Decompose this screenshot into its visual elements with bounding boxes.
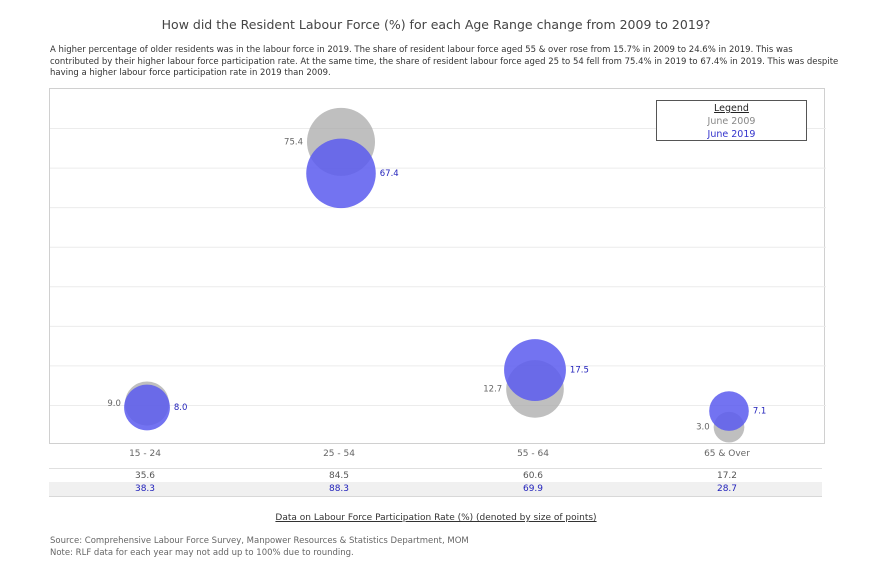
value-label-2019-25-54: 67.4	[380, 169, 399, 179]
category-label-65-over: 65 & Over	[704, 449, 750, 459]
source-note: Source: Comprehensive Labour Force Surve…	[50, 535, 469, 559]
legend-item-2019: June 2019	[707, 129, 756, 140]
rate-2009-55-64: 60.6	[522, 471, 544, 481]
rate-2009-65-over: 17.2	[716, 471, 738, 481]
category-label-25-54: 25 - 54	[323, 449, 355, 459]
legend-title: Legend	[714, 103, 749, 114]
value-label-2009-65-over: 3.0	[696, 423, 710, 433]
rounding-note: Note: RLF data for each year may not add…	[50, 548, 354, 558]
category-label-55-64: 55 - 64	[517, 449, 549, 459]
bubble-2019-15-24	[124, 384, 170, 431]
rate-2019-25-54: 88.3	[328, 484, 350, 494]
category-label-15-24: 15 - 24	[129, 449, 161, 459]
bubble-chart: 9.0 8.0 75.4 67.4 12.7 17.5 3.0 7.1	[50, 107, 826, 443]
chart-subtitle: A higher percentage of older residents w…	[50, 45, 839, 78]
table-row-2009: 35.6 84.5 60.6 17.2	[49, 468, 822, 483]
value-label-2019-15-24: 8.0	[174, 403, 188, 413]
source-line: Source: Comprehensive Labour Force Surve…	[50, 536, 469, 546]
legend: Legend June 2009 June 2019	[656, 100, 807, 141]
table-row-2019: 38.3 88.3 69.9 28.7	[49, 482, 822, 497]
chart-title: How did the Resident Labour Force (%) fo…	[161, 17, 711, 32]
value-label-2009-25-54: 75.4	[284, 137, 303, 147]
rate-2019-15-24: 38.3	[134, 484, 156, 494]
rate-2019-65-over: 28.7	[716, 484, 738, 494]
plot-area: 9.0 8.0 75.4 67.4 12.7 17.5 3.0 7.1	[49, 88, 826, 444]
rate-2009-15-24: 35.6	[134, 471, 156, 481]
bubble-2019-25-54	[306, 138, 376, 209]
value-label-2019-65-over: 7.1	[753, 407, 767, 417]
bubble-2019-65-over	[709, 391, 749, 431]
legend-item-2009: June 2009	[707, 116, 756, 127]
value-label-2009-55-64: 12.7	[483, 384, 502, 394]
rate-2009-25-54: 84.5	[328, 471, 350, 481]
bubble-2019-55-64	[504, 339, 566, 401]
value-label-2009-15-24: 9.0	[107, 399, 121, 409]
table-caption: Data on Labour Force Participation Rate …	[275, 513, 597, 523]
rate-2019-55-64: 69.9	[522, 484, 544, 494]
value-label-2019-55-64: 17.5	[570, 366, 589, 376]
